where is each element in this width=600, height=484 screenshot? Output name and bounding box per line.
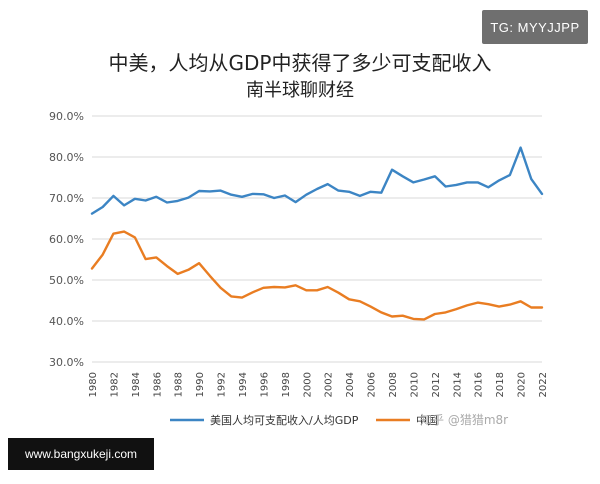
x-tick-label: 2010 — [409, 372, 420, 397]
legend: 美国人均可支配收入/人均GDP 中国 — [170, 413, 438, 427]
series-line — [90, 230, 544, 321]
x-tick-label: 2020 — [517, 372, 528, 397]
y-tick-label: 40.0% — [49, 315, 84, 328]
tg-badge: TG: MYYJJPP — [482, 10, 588, 44]
y-tick-label: 70.0% — [49, 192, 84, 205]
x-tick-label: 1996 — [259, 372, 270, 397]
x-tick-label: 1986 — [152, 372, 163, 397]
x-tick-label: 1994 — [238, 372, 249, 397]
y-tick-label: 90.0% — [49, 110, 84, 123]
x-tick-label: 2018 — [495, 372, 506, 397]
x-tick-label: 2008 — [388, 372, 399, 397]
x-tick-label: 2004 — [345, 372, 356, 397]
x-tick-label: 2014 — [452, 372, 463, 397]
x-tick-label: 1984 — [131, 372, 142, 397]
y-tick-label: 50.0% — [49, 274, 84, 287]
x-tick-label: 1988 — [174, 372, 185, 397]
y-tick-label: 60.0% — [49, 233, 84, 246]
x-tick-label: 2006 — [367, 372, 378, 397]
x-tick-label: 1990 — [195, 372, 206, 397]
x-tick-label: 2012 — [431, 372, 442, 397]
x-tick-label: 1992 — [217, 372, 228, 397]
watermark-text: 知乎 @猎猎m8r — [420, 413, 508, 427]
x-tick-label: 1982 — [109, 372, 120, 397]
x-tick-label: 1980 — [88, 372, 99, 397]
y-tick-label: 80.0% — [49, 151, 84, 164]
series-lines — [90, 146, 544, 321]
x-axis-ticks: 1980 1982 1984 1986 1988 1990 1992 1994 1996 1998… — [88, 372, 549, 397]
y-axis-ticks: 30.0% 40.0% 50.0% 60.0% 70.0% 80.0% 90.0% — [49, 110, 84, 369]
gridlines — [92, 115, 542, 363]
x-tick-label: 2002 — [324, 372, 335, 397]
site-url-badge[interactable]: www.bangxukeji.com — [8, 438, 154, 470]
x-tick-label: 1998 — [281, 372, 292, 397]
x-tick-label: 2016 — [474, 372, 485, 397]
legend-label: 中国 — [416, 414, 438, 427]
legend-label: 美国人均可支配收入/人均GDP — [210, 413, 359, 427]
chart-title: 中美，人均从GDP中获得了多少可支配收入 — [109, 51, 492, 75]
series-line — [90, 146, 544, 215]
y-tick-label: 30.0% — [49, 356, 84, 369]
x-tick-label: 2022 — [538, 372, 549, 397]
chart-subtitle: 南半球聊财经 — [246, 80, 354, 101]
x-tick-label: 2000 — [302, 372, 313, 397]
